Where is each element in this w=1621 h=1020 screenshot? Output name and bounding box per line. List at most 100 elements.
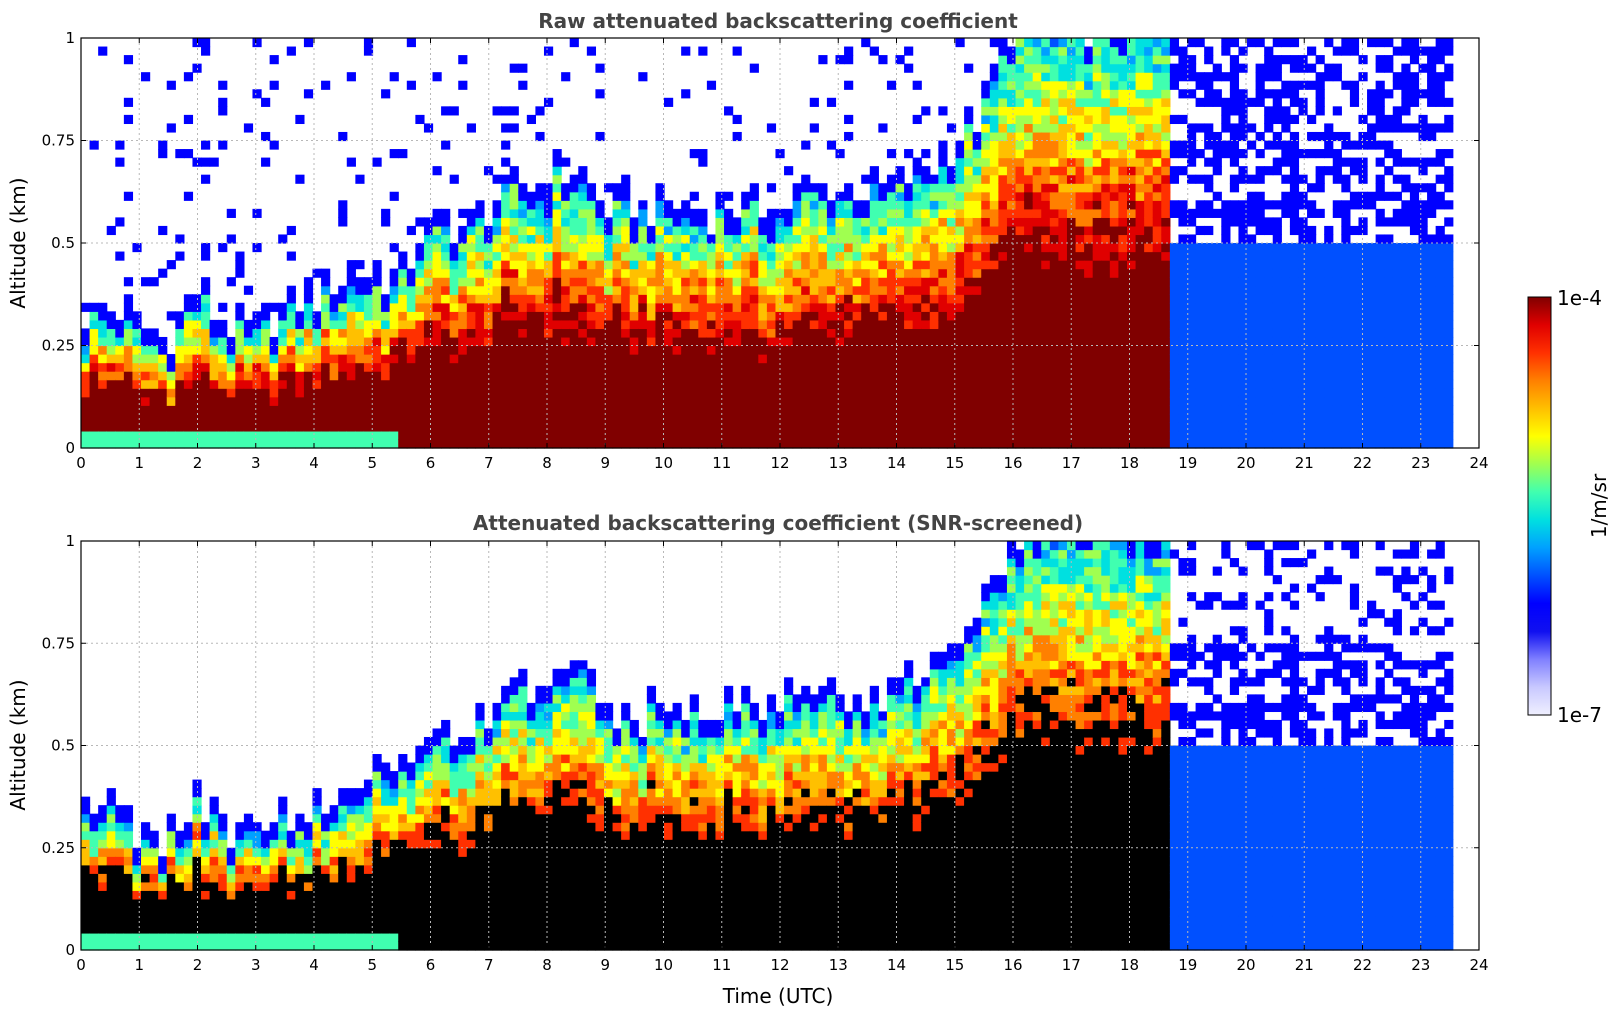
heatmap-cell — [449, 430, 459, 441]
heatmap-cell — [741, 319, 751, 330]
heatmap-cell — [166, 430, 176, 441]
heatmap-cell — [243, 123, 254, 133]
heatmap-cell — [758, 260, 768, 270]
heatmap-cell — [501, 413, 511, 423]
heatmap-cell — [1367, 131, 1377, 142]
heatmap-cell — [706, 302, 717, 312]
heatmap-cell — [1212, 354, 1222, 364]
heatmap-cell — [1349, 405, 1360, 415]
heatmap-cell — [938, 371, 948, 381]
heatmap-cell — [166, 123, 176, 133]
heatmap-cell — [1092, 413, 1102, 423]
heatmap-cell — [1032, 63, 1042, 73]
heatmap-cell — [732, 379, 742, 389]
heatmap-cell — [509, 328, 519, 338]
heatmap-cell — [612, 243, 622, 253]
heatmap-cell — [432, 225, 442, 236]
heatmap-cell — [1358, 191, 1368, 201]
heatmap-cell — [1135, 354, 1145, 364]
heatmap-cell — [115, 354, 125, 364]
heatmap-cell — [269, 371, 279, 381]
heatmap-cell — [1126, 106, 1137, 116]
heatmap-cell — [1024, 97, 1034, 107]
heatmap-cell — [1144, 345, 1154, 355]
heatmap-cell — [921, 174, 931, 184]
heatmap-cell — [1264, 243, 1274, 253]
heatmap-cell — [278, 371, 288, 381]
heatmap-cell — [1041, 345, 1051, 355]
heatmap-cell — [835, 294, 845, 304]
heatmap-cell — [1384, 328, 1394, 338]
heatmap-cell — [1324, 166, 1334, 176]
heatmap-cell — [646, 243, 657, 253]
heatmap-cell — [303, 413, 314, 423]
heatmap-cell — [586, 277, 597, 287]
heatmap-cell — [1032, 174, 1042, 184]
heatmap-cell — [715, 260, 725, 270]
heatmap-cell — [252, 89, 262, 99]
heatmap-cell — [964, 251, 974, 261]
heatmap-cell — [595, 131, 605, 142]
heatmap-cell — [1015, 217, 1025, 227]
heatmap-cell — [1075, 72, 1085, 82]
heatmap-cell — [1032, 388, 1042, 398]
heatmap-cell — [1367, 268, 1377, 278]
heatmap-cell — [1255, 72, 1265, 82]
heatmap-cell — [1135, 405, 1145, 415]
heatmap-cell — [964, 439, 974, 449]
heatmap-cell — [158, 140, 168, 150]
heatmap-cell — [372, 430, 382, 441]
heatmap-cell — [784, 396, 794, 406]
heatmap-cell — [1229, 131, 1240, 142]
heatmap-cell — [1161, 251, 1171, 261]
heatmap-cell — [989, 106, 999, 116]
heatmap-cell — [1298, 106, 1308, 116]
heatmap-cell — [1015, 345, 1025, 355]
heatmap-cell — [724, 260, 734, 270]
heatmap-cell — [1084, 336, 1094, 347]
heatmap-cell — [1418, 422, 1428, 432]
heatmap-cell — [929, 302, 939, 312]
heatmap-cell — [852, 319, 862, 330]
heatmap-cell — [432, 354, 442, 364]
heatmap-cell — [938, 106, 948, 116]
heatmap-cell — [1255, 131, 1265, 142]
heatmap-cell — [646, 268, 657, 278]
heatmap-cell — [1161, 200, 1171, 210]
heatmap-cell — [612, 234, 622, 244]
heatmap-cell — [869, 285, 879, 295]
heatmap-cell — [1178, 396, 1188, 406]
heatmap-cell — [543, 328, 554, 338]
heatmap-cell — [1281, 328, 1291, 338]
heatmap-cell — [1289, 251, 1300, 261]
heatmap-cell — [904, 345, 914, 355]
heatmap-cell — [1324, 345, 1334, 355]
heatmap-cell — [398, 294, 408, 304]
heatmap-cell — [1135, 319, 1145, 330]
heatmap-cell — [1101, 183, 1111, 193]
heatmap-cell — [1135, 131, 1145, 142]
heatmap-cell — [895, 422, 905, 432]
heatmap-cell — [801, 208, 811, 218]
heatmap-cell — [938, 319, 948, 330]
heatmap-cell — [681, 285, 691, 295]
heatmap-cell — [886, 311, 897, 321]
heatmap-cell — [595, 362, 605, 372]
heatmap-cell — [423, 336, 434, 347]
heatmap-cell — [458, 277, 468, 287]
heatmap-cell — [1161, 277, 1171, 287]
heatmap-cell — [1358, 174, 1368, 184]
heatmap-cell — [595, 371, 605, 381]
heatmap-cell — [1332, 430, 1342, 441]
heatmap-cell — [921, 319, 931, 330]
heatmap-cell — [912, 439, 922, 449]
heatmap-cell — [672, 268, 682, 278]
heatmap-cell — [501, 319, 511, 330]
heatmap-cell — [543, 234, 554, 244]
heatmap-cell — [1049, 285, 1059, 295]
heatmap-cell — [964, 388, 974, 398]
heatmap-cell — [732, 131, 742, 142]
heatmap-cell — [672, 217, 682, 227]
heatmap-cell — [681, 89, 691, 99]
heatmap-cell — [1126, 311, 1137, 321]
